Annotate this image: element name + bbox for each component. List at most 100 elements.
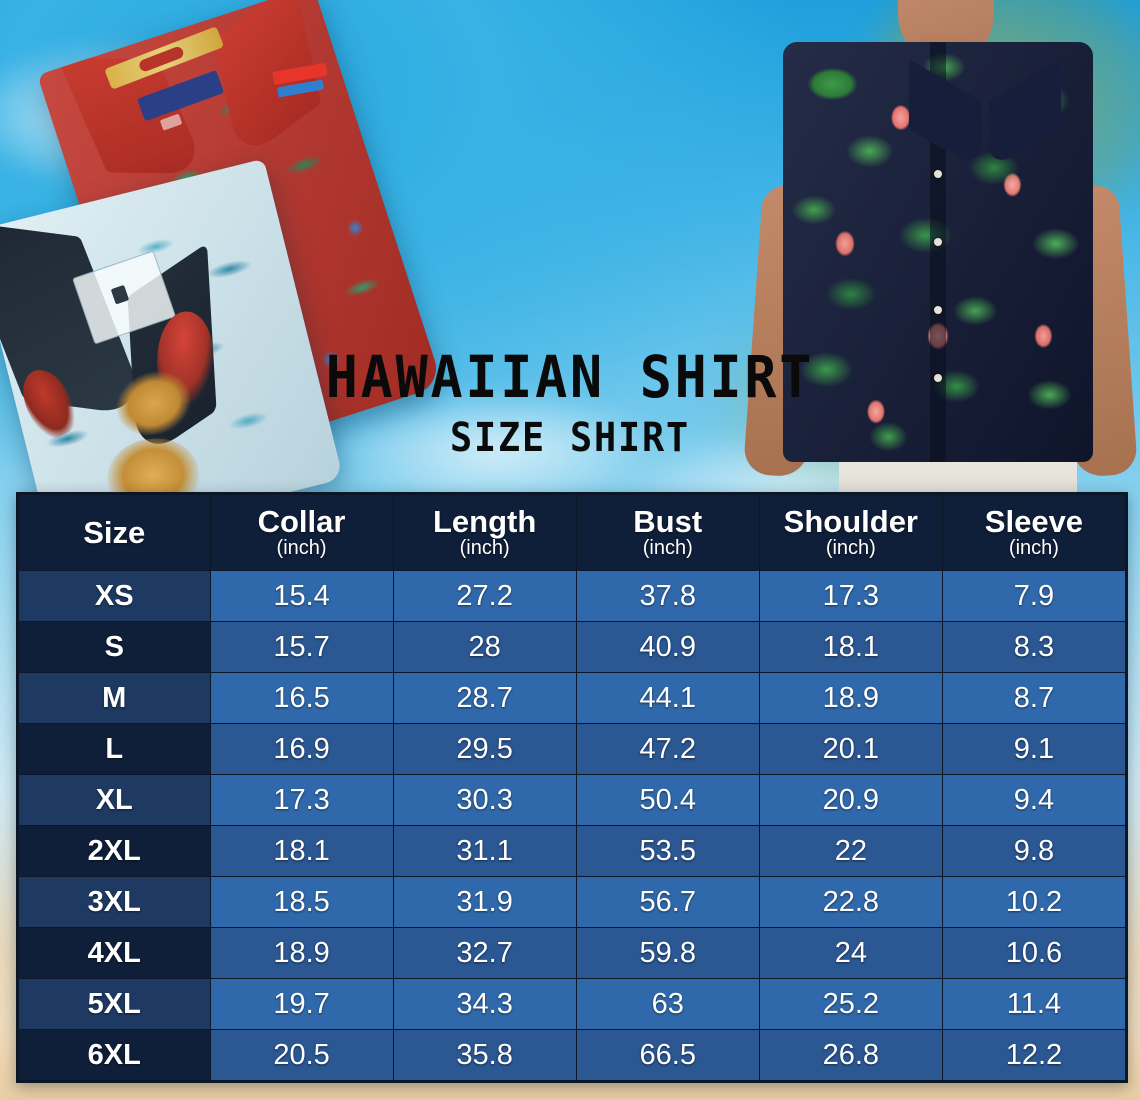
header-label: Bust (633, 503, 703, 539)
cell-collar: 19.7 (209, 978, 394, 1030)
cell-shoulder: 24 (758, 927, 943, 979)
table-row: 6XL 20.5 35.8 66.5 26.8 12.2 (18, 1029, 1127, 1081)
header-unit: (inch) (825, 537, 876, 560)
cell-length: 31.9 (392, 876, 577, 928)
cell-length: 31.1 (392, 825, 577, 877)
cell-size: 6XL (18, 1029, 211, 1081)
table-row: L 16.9 29.5 47.2 20.1 9.1 (18, 723, 1127, 775)
cell-shoulder: 25.2 (758, 978, 943, 1030)
cell-size: XS (18, 570, 211, 622)
title-block: HAWAIIAN SHIRT SIZE SHIRT (0, 348, 1140, 458)
cell-collar: 18.1 (209, 825, 394, 877)
column-header-bust: Bust (inch) (575, 494, 760, 571)
page-subtitle: SIZE SHIRT (450, 415, 690, 461)
cell-length: 28.7 (392, 672, 577, 724)
cell-sleeve: 9.1 (941, 723, 1127, 775)
cell-shoulder: 26.8 (758, 1029, 943, 1081)
cell-sleeve: 9.4 (941, 774, 1127, 826)
column-header-sleeve: Sleeve (inch) (941, 494, 1127, 571)
cell-bust: 66.5 (575, 1029, 760, 1081)
cell-sleeve: 7.9 (941, 570, 1127, 622)
cell-size: 3XL (18, 876, 211, 928)
size-table: Size Collar (inch) Length (inch) Bust (i… (18, 494, 1127, 1081)
cell-collar: 16.9 (209, 723, 394, 775)
cell-collar: 15.7 (209, 621, 394, 673)
cell-size: XL (18, 774, 211, 826)
cloud-decoration (330, 390, 660, 510)
shirt-button (934, 374, 942, 382)
cell-sleeve: 10.2 (941, 876, 1127, 928)
cell-shoulder: 22 (758, 825, 943, 877)
cell-shoulder: 18.1 (758, 621, 943, 673)
cell-shoulder: 20.9 (758, 774, 943, 826)
column-header-length: Length (inch) (392, 494, 577, 571)
table-row: XL 17.3 30.3 50.4 20.9 9.4 (18, 774, 1127, 826)
cell-length: 34.3 (392, 978, 577, 1030)
cell-sleeve: 12.2 (941, 1029, 1127, 1081)
cell-length: 29.5 (392, 723, 577, 775)
cell-length: 35.8 (392, 1029, 577, 1081)
navy-flamingo-shirt (783, 42, 1093, 462)
cell-sleeve: 9.8 (941, 825, 1127, 877)
cell-collar: 18.9 (209, 927, 394, 979)
cell-sleeve: 10.6 (941, 927, 1127, 979)
cell-sleeve: 11.4 (941, 978, 1127, 1030)
cell-bust: 56.7 (575, 876, 760, 928)
header-label: Length (432, 503, 537, 539)
header-unit: (inch) (276, 537, 327, 560)
cell-bust: 50.4 (575, 774, 760, 826)
cell-length: 30.3 (392, 774, 577, 826)
cell-bust: 44.1 (575, 672, 760, 724)
cell-length: 32.7 (392, 927, 577, 979)
cell-size: 2XL (18, 825, 211, 877)
cell-sleeve: 8.7 (941, 672, 1127, 724)
table-row: S 15.7 28 40.9 18.1 8.3 (18, 621, 1127, 673)
header-unit: (inch) (1008, 537, 1059, 560)
cell-collar: 18.5 (209, 876, 394, 928)
header-row: Size Collar (inch) Length (inch) Bust (i… (18, 494, 1127, 571)
cell-size: L (18, 723, 211, 775)
column-header-shoulder: Shoulder (inch) (758, 494, 943, 571)
table-row: 2XL 18.1 31.1 53.5 22 9.8 (18, 825, 1127, 877)
header-unit: (inch) (642, 537, 693, 560)
header-label: Sleeve (984, 503, 1084, 539)
cell-bust: 40.9 (575, 621, 760, 673)
table-row: 3XL 18.5 31.9 56.7 22.8 10.2 (18, 876, 1127, 928)
table-row: M 16.5 28.7 44.1 18.9 8.7 (18, 672, 1127, 724)
table-row: 4XL 18.9 32.7 59.8 24 10.6 (18, 927, 1127, 979)
table-row: XS 15.4 27.2 37.8 17.3 7.9 (18, 570, 1127, 622)
cell-bust: 53.5 (575, 825, 760, 877)
cell-collar: 20.5 (209, 1029, 394, 1081)
cell-bust: 59.8 (575, 927, 760, 979)
table-body: XS 15.4 27.2 37.8 17.3 7.9 S 15.7 28 40.9 18.1 8.3 M… (18, 570, 1127, 1081)
cell-shoulder: 20.1 (758, 723, 943, 775)
cell-bust: 37.8 (575, 570, 760, 622)
column-header-collar: Collar (inch) (209, 494, 394, 571)
shirt-button (934, 306, 942, 314)
model-photo (735, 0, 1140, 492)
header-label: Shoulder (783, 503, 918, 539)
cell-bust: 63 (575, 978, 760, 1030)
cell-size: S (18, 621, 211, 673)
cell-shoulder: 18.9 (758, 672, 943, 724)
table-row: 5XL 19.7 34.3 63 25.2 11.4 (18, 978, 1127, 1030)
shirt-button (934, 170, 942, 178)
cell-size: M (18, 672, 211, 724)
header-label: Size (83, 514, 146, 550)
cell-size: 4XL (18, 927, 211, 979)
table-header: Size Collar (inch) Length (inch) Bust (i… (18, 494, 1127, 571)
cell-collar: 15.4 (209, 570, 394, 622)
header-unit: (inch) (459, 537, 510, 560)
cell-collar: 16.5 (209, 672, 394, 724)
column-header-size: Size (18, 494, 211, 571)
cell-shoulder: 22.8 (758, 876, 943, 928)
shirt-button (934, 238, 942, 246)
size-chart-table: Size Collar (inch) Length (inch) Bust (i… (16, 492, 1128, 1083)
cell-length: 27.2 (392, 570, 577, 622)
cell-shoulder: 17.3 (758, 570, 943, 622)
page-title: HAWAIIAN SHIRT (325, 343, 815, 411)
cell-sleeve: 8.3 (941, 621, 1127, 673)
shirt-collar-right (989, 59, 1061, 171)
cell-bust: 47.2 (575, 723, 760, 775)
cell-size: 5XL (18, 978, 211, 1030)
